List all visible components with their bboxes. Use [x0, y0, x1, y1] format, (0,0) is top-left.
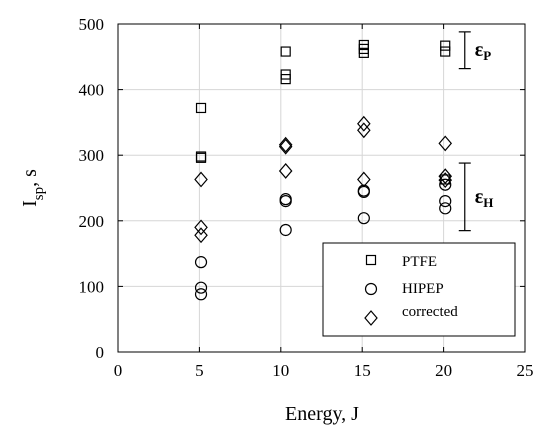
plot-frame: [117, 23, 526, 353]
legend-box: [322, 242, 516, 337]
legend-marker-hipep: [364, 282, 378, 296]
legend: PTFE HIPEP corrected: [322, 242, 516, 337]
point-hipep: [194, 256, 208, 269]
point-corrected: [357, 171, 371, 188]
x-tick-label: 0: [114, 361, 123, 380]
point-ptfe: [358, 47, 369, 58]
point-corrected: [278, 138, 293, 155]
x-axis-label: Energy, J: [285, 403, 359, 425]
point-hipep: [439, 202, 452, 215]
axis-ticks: 0 5 10 15 20 25 0 100 200 300 400 500: [79, 15, 534, 380]
point-hipep: [439, 178, 452, 191]
point-corrected: [438, 172, 453, 189]
y-tick-label: 500: [79, 15, 105, 34]
error-annotations: εP εH: [458, 31, 494, 232]
y-tick-label: 0: [96, 343, 105, 362]
y-tick-label: 100: [79, 277, 105, 296]
point-hipep: [279, 223, 292, 237]
legend-label-corrected: corrected: [402, 304, 458, 320]
point-corrected: [194, 227, 208, 244]
legend-marker-ptfe: [365, 254, 377, 266]
x-tick-label: 15: [354, 361, 371, 380]
point-corrected: [357, 122, 371, 139]
x-tick-label: 5: [195, 361, 204, 380]
error-label-h: εH: [475, 186, 494, 210]
data-points: [194, 39, 453, 301]
point-ptfe: [195, 152, 207, 163]
x-tick-label: 10: [272, 361, 289, 380]
y-tick-label: 200: [79, 212, 105, 231]
point-corrected: [438, 168, 453, 185]
point-corrected: [278, 163, 293, 179]
point-corrected: [357, 115, 371, 132]
point-ptfe: [195, 102, 207, 114]
point-corrected: [194, 219, 208, 236]
point-ptfe: [440, 46, 451, 57]
point-ptfe: [280, 46, 291, 57]
point-hipep: [194, 281, 208, 294]
svg-text:Isp, s: Isp, s: [19, 169, 47, 207]
point-corrected: [194, 171, 208, 188]
point-hipep: [439, 195, 452, 208]
point-ptfe: [440, 40, 451, 51]
legend-label-ptfe: PTFE: [402, 254, 437, 270]
point-hipep: [194, 288, 208, 301]
y-axis-label-unit: , s: [19, 169, 41, 187]
point-hipep: [357, 212, 370, 225]
legend-marker-corrected: [364, 310, 378, 326]
y-axis-label-sub: sp: [31, 187, 47, 200]
y-axis-label-main: I: [19, 200, 41, 207]
y-tick-label: 300: [79, 146, 105, 165]
point-hipep: [279, 195, 292, 208]
point-ptfe: [280, 74, 291, 85]
y-tick-label: 400: [79, 81, 105, 100]
point-corrected: [438, 135, 453, 152]
y-axis-label: Isp, s: [19, 169, 47, 207]
error-label-p: εP: [475, 39, 492, 63]
point-corrected: [278, 136, 293, 153]
x-tick-label: 25: [517, 361, 534, 380]
x-tick-label: 20: [435, 361, 452, 380]
legend-label-hipep: HIPEP: [402, 281, 444, 297]
